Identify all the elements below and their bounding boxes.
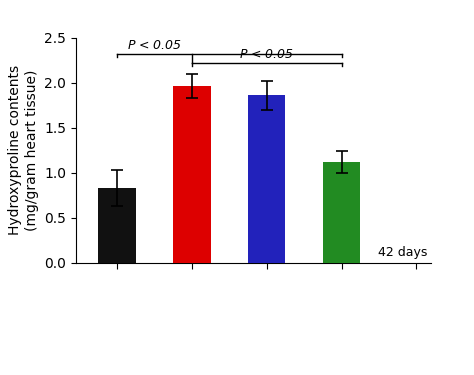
Text: $P$ < 0.05: $P$ < 0.05 (239, 48, 294, 61)
Y-axis label: Hydroxyproline contents
(mg/gram heart tissue): Hydroxyproline contents (mg/gram heart t… (9, 65, 38, 235)
Bar (323, 162, 360, 262)
Text: $P$ < 0.05: $P$ < 0.05 (127, 39, 182, 52)
Text: 42 days: 42 days (378, 246, 428, 259)
Bar (248, 95, 285, 262)
Bar (98, 188, 136, 262)
Bar (173, 86, 210, 262)
